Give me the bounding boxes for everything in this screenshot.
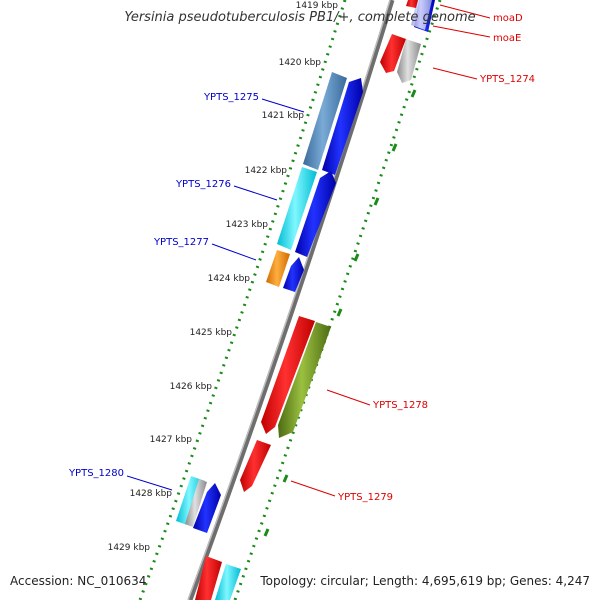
- gene-moaE-red[interactable]: [380, 34, 406, 73]
- tick-label: 1423 kbp: [226, 220, 269, 230]
- gene-top-red[interactable]: [406, 0, 418, 8]
- gene-labels: YPTS_1275 YPTS_1276 YPTS_1277 YPTS_1280 …: [68, 13, 535, 503]
- gene-ypts-1275[interactable]: [322, 78, 363, 175]
- label-ypts-1278: YPTS_1278: [372, 400, 428, 411]
- topology-value: Topology: circular; Length: 4,695,619 bp…: [260, 574, 590, 588]
- tick-label: 1427 kbp: [150, 435, 193, 445]
- inner-ruler-ticks: [263, 89, 417, 537]
- tick-label: 1420 kbp: [279, 58, 322, 68]
- label-ypts-1280: YPTS_1280: [68, 468, 124, 479]
- label-ypts-1277: YPTS_1277: [153, 237, 209, 248]
- gene-bottom-cyan[interactable]: [215, 564, 241, 600]
- tick-label: 1422 kbp: [245, 166, 288, 176]
- gene-ypts-1280-cyan[interactable]: [176, 476, 207, 527]
- label-ypts-1274: YPTS_1274: [479, 74, 535, 85]
- tick-label: 1421 kbp: [262, 111, 305, 121]
- label-moad: moaD: [493, 13, 523, 24]
- ruler-tick-labels: 1419 kbp 1420 kbp 1421 kbp 1422 kbp 1423…: [108, 1, 339, 553]
- label-ypts-1279: YPTS_1279: [337, 492, 393, 503]
- gene-ypts-1278[interactable]: [278, 322, 331, 438]
- tick-label: 1428 kbp: [130, 489, 173, 499]
- gene-ypts-1276-cyan[interactable]: [277, 167, 317, 250]
- genome-title: Yersinia pseudotuberculosis PB1/+, compl…: [124, 10, 476, 25]
- accession-text: Accession: NC_010634: [10, 574, 147, 588]
- genome-backbone: [187, 0, 395, 600]
- gene-ypts-1276[interactable]: [295, 171, 336, 257]
- label-ypts-1276: YPTS_1276: [175, 179, 231, 190]
- label-moae: moaE: [493, 33, 521, 44]
- topology-text: Topology: circular; Length: 4,695,619 bp…: [260, 574, 590, 588]
- gene-ypts-1277[interactable]: [283, 257, 304, 292]
- label-ypts-1275: YPTS_1275: [203, 92, 259, 103]
- tick-label: 1429 kbp: [108, 543, 151, 553]
- tick-label: 1419 kbp: [296, 1, 339, 11]
- gene-ypts-1274[interactable]: [397, 39, 421, 83]
- gene-ypts-1275-steel[interactable]: [303, 72, 347, 170]
- tick-label: 1426 kbp: [170, 382, 213, 392]
- leader-lines: [126, 4, 491, 497]
- gene-ypts-1280[interactable]: [193, 483, 221, 533]
- gene-ypts-1279[interactable]: [240, 440, 271, 492]
- tick-label: 1424 kbp: [208, 274, 251, 284]
- gene-bottom-red[interactable]: [195, 556, 222, 600]
- outer-ruler: [138, 0, 347, 600]
- tick-label: 1425 kbp: [190, 328, 233, 338]
- gene-ypts-1278-red[interactable]: [261, 316, 315, 434]
- gene-top-lavender[interactable]: [411, 0, 432, 30]
- inner-ruler: [233, 0, 442, 600]
- gene-ypts-1277-orange[interactable]: [266, 250, 290, 287]
